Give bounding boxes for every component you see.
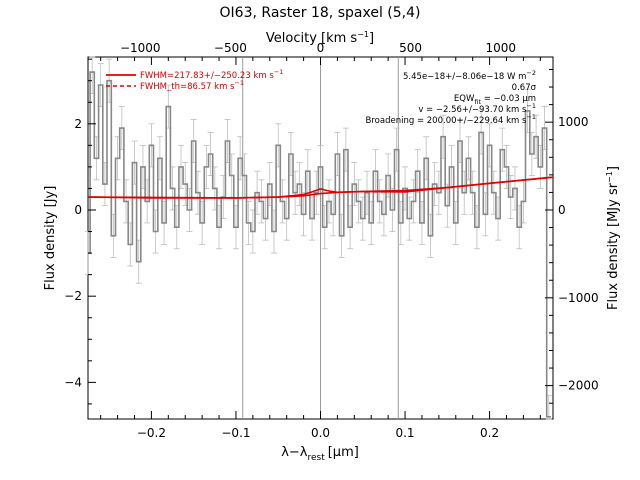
legend-label-fwhm-th: FWHM_th=86.57 km s−1 [140,79,244,92]
left-axis-ticks: −4 −2 0 2 [64,58,96,405]
top-axis-label: Velocity [km s−1] [266,30,374,46]
reference-lines [242,57,399,419]
annotation-sigma: 0.67σ [512,83,537,93]
y2-tick-label: 1000 [558,115,589,129]
legend: FWHM=217.83+/−250.23 km s−1 FWHM_th=86.5… [106,68,283,92]
x-tick-label: −0.2 [137,426,166,440]
top-tick-label: −500 [214,41,247,55]
y-tick-label: 2 [74,117,82,131]
x-tick-label: 0.2 [480,426,499,440]
y-tick-label: −4 [64,375,82,389]
annotation-velocity: v = −2.56+/−93.70 km s−1 [418,102,536,115]
x-tick-label: −0.1 [221,426,250,440]
top-tick-label: 500 [399,41,422,55]
y2-tick-label: 0 [558,203,566,217]
y-tick-label: 0 [74,203,82,217]
bottom-axis-ticks: −0.2 −0.1 0.0 0.1 0.2 [100,57,541,440]
y-axis-label: Flux density [Jy] [43,186,58,291]
annotation-eqw: EQWfit = −0.03 μm [454,94,536,106]
observed-spectrum [88,71,551,418]
fit-line-fwhm-th [87,176,554,199]
top-tick-label: 1000 [485,41,516,55]
chart-title: OI63, Raster 18, spaxel (5,4) [220,5,421,21]
top-axis-ticks: −1000 −500 0 500 1000 [120,41,516,55]
annotation-broadening: Broadening = 200.00+/−229.64 km s−1 [366,113,536,126]
annotation-flux: 5.45e−18+/−8.06e−18 W m−2 [403,69,536,82]
y2-tick-label: −1000 [558,291,599,305]
top-tick-label: −1000 [120,41,161,55]
y-axis-label-right: Flux density [MJy sr−1] [605,166,621,310]
y2-tick-label: −2000 [558,379,599,393]
x-tick-label: 0.1 [395,426,414,440]
x-axis-label: λ−λrest [μm] [281,445,359,463]
x-tick-label: 0.0 [311,426,330,440]
top-tick-label: 0 [317,41,325,55]
fit-annotations: 5.45e−18+/−8.06e−18 W m−2 0.67σ EQWfit =… [366,69,537,126]
legend-label-fwhm: FWHM=217.83+/−250.23 km s−1 [140,68,283,81]
y-tick-label: −2 [64,289,82,303]
right-axis-ticks: −2000 −1000 0 1000 [545,68,599,404]
